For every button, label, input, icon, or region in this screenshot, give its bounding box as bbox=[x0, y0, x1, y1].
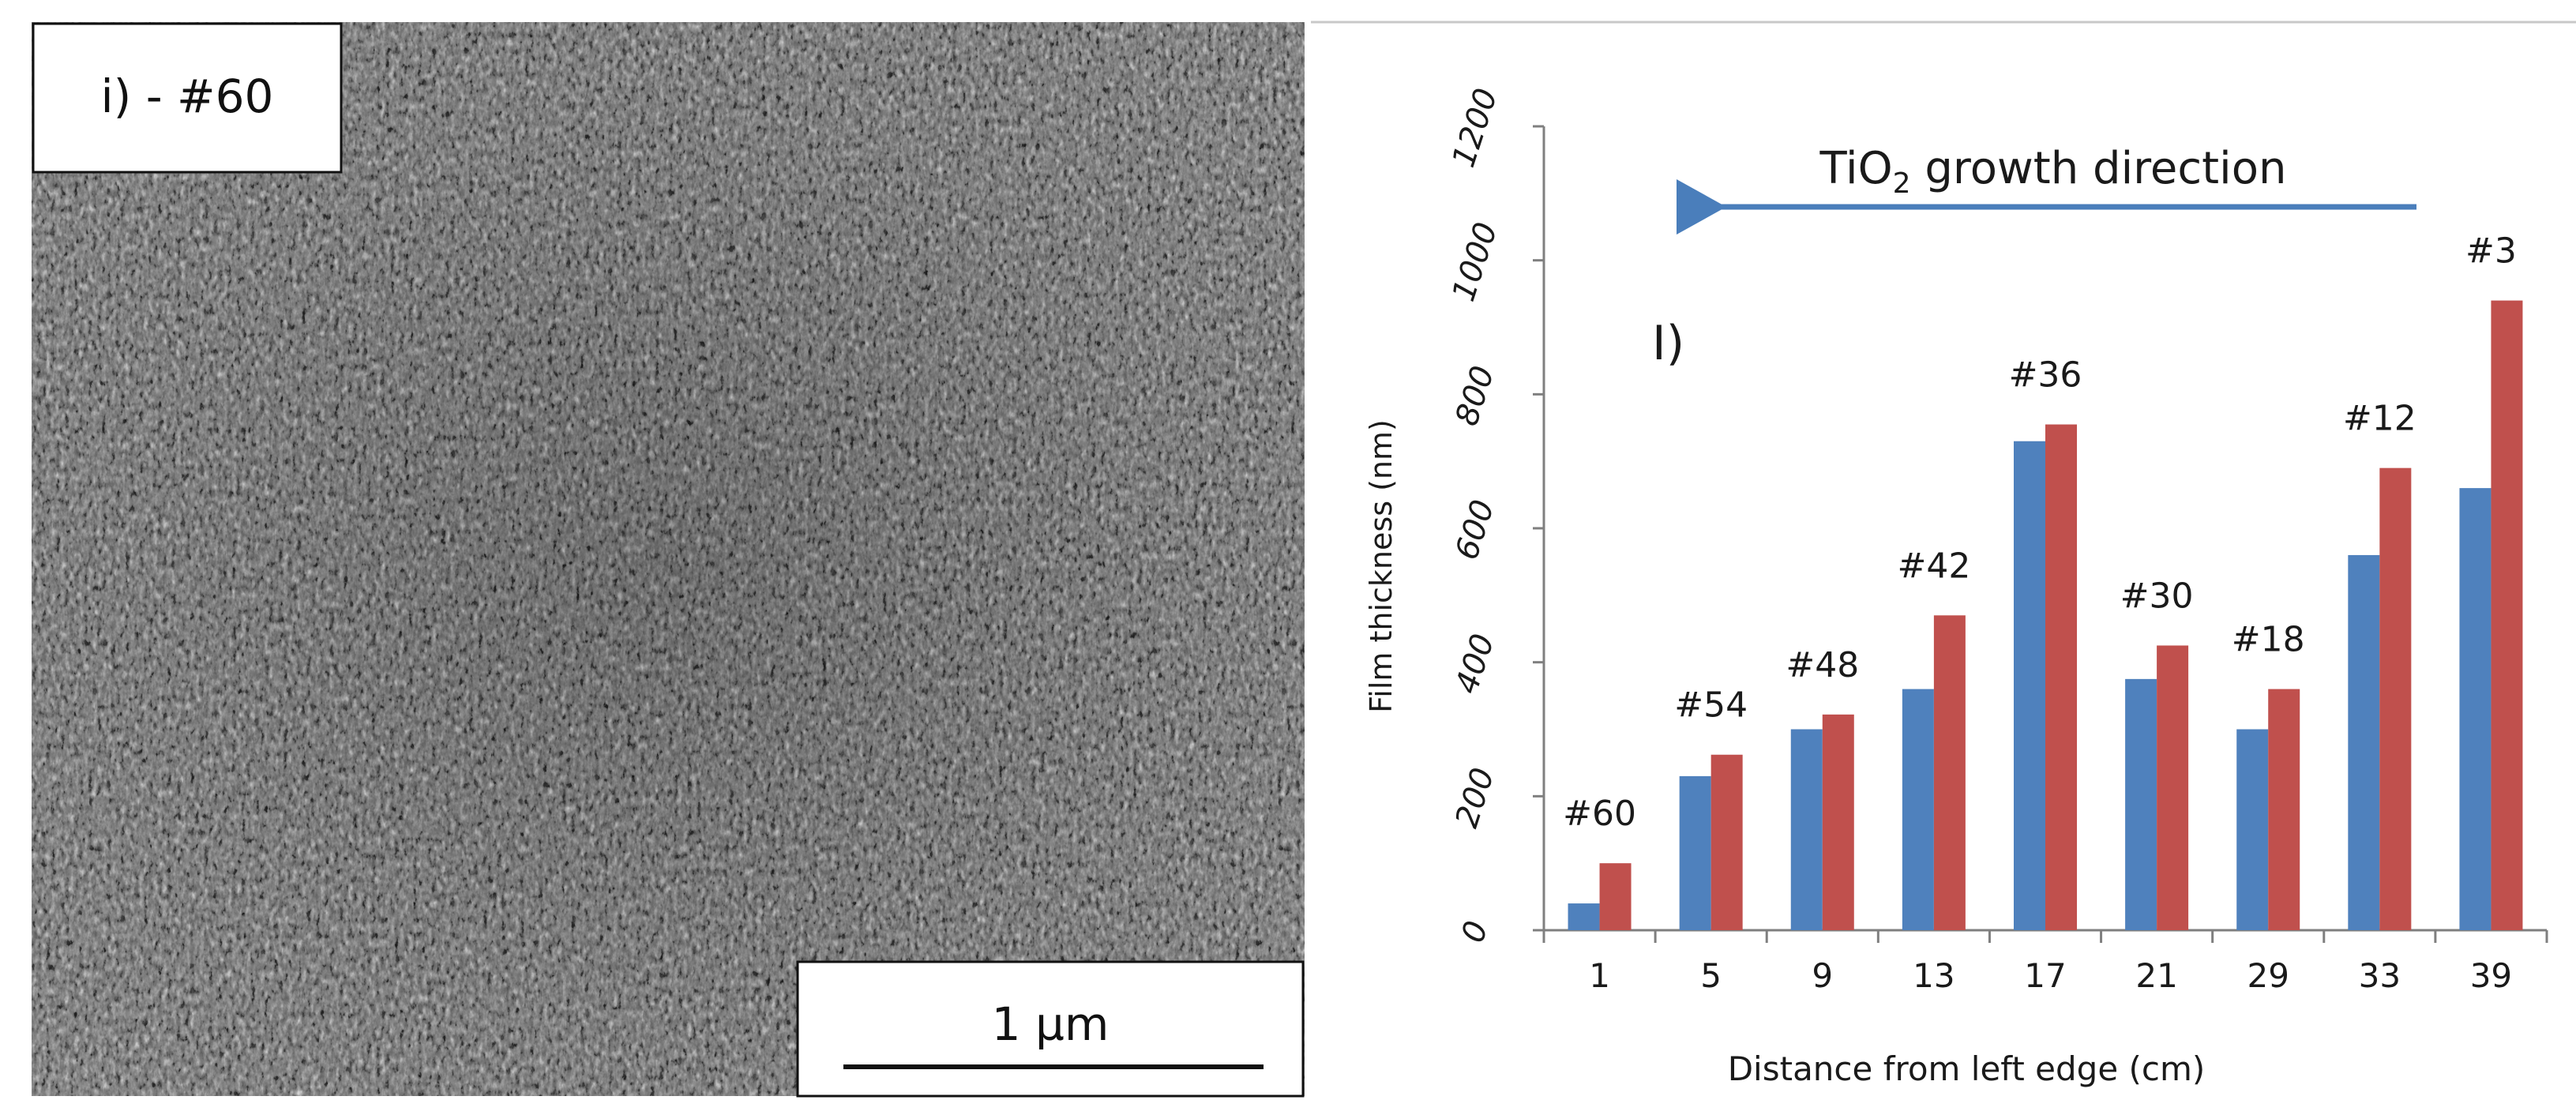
growth-direction-suffix: growth direction bbox=[1911, 143, 2287, 194]
y-tick-label: 800 bbox=[1448, 362, 1501, 430]
growth-direction-label: TiO2 growth direction bbox=[1819, 143, 2287, 200]
x-tick-label: 17 bbox=[2024, 956, 2066, 995]
sample-label: #18 bbox=[2232, 620, 2305, 660]
sample-label: #54 bbox=[1674, 685, 1748, 726]
bar-series-2 bbox=[2268, 689, 2300, 930]
sample-label: #42 bbox=[1897, 546, 1970, 586]
x-tick-label: 1 bbox=[1589, 956, 1610, 995]
x-axis-title: Distance from left edge (cm) bbox=[1728, 1049, 2206, 1088]
bar-series-1 bbox=[1679, 775, 1711, 930]
chart-panel-label: I) bbox=[1652, 316, 1684, 371]
x-axis: 1 5 9 13 17 21 29 33 39 bbox=[1542, 929, 2548, 995]
bar-series-1 bbox=[2014, 441, 2045, 930]
bar-series-1 bbox=[2459, 488, 2492, 930]
sample-labels: #60 #54 #48 #42 #36 #30 #18 #12 #3 bbox=[1563, 231, 2517, 835]
sample-label: #60 bbox=[1563, 794, 1636, 834]
scale-bar-label: 1 µm bbox=[992, 997, 1110, 1051]
y-tick-label: 1000 bbox=[1445, 218, 1504, 306]
bar-series-2 bbox=[2157, 645, 2189, 930]
scale-bar-box bbox=[796, 960, 1305, 1098]
growth-direction-annotation: TiO2 growth direction bbox=[1677, 143, 2416, 235]
x-tick-label: 21 bbox=[2135, 956, 2177, 995]
bar-series-2 bbox=[2491, 300, 2523, 931]
growth-direction-subscript: 2 bbox=[1893, 167, 1911, 200]
x-tick-label: 13 bbox=[1913, 956, 1955, 995]
sem-panel-label: i) - #60 bbox=[101, 69, 274, 123]
sample-label: #30 bbox=[2120, 576, 2194, 616]
bar-series-2 bbox=[1710, 754, 1743, 930]
y-tick-label: 0 bbox=[1455, 917, 1496, 947]
bar-series-1 bbox=[1902, 689, 1934, 930]
bar-series-2 bbox=[2045, 424, 2077, 930]
sem-shading bbox=[32, 22, 1305, 1096]
x-tick-label: 5 bbox=[1700, 956, 1722, 995]
y-axis-title: Film thickness (nm) bbox=[1364, 419, 1399, 713]
sample-label: #12 bbox=[2343, 399, 2416, 439]
sample-label: #3 bbox=[2465, 231, 2517, 272]
sem-image-panel: i) - #60 1 µm bbox=[32, 22, 1305, 1098]
chart-panel: 0 200 400 600 800 1000 1200 1 5 9 13 17 21 29 33 39 #6… bbox=[1364, 84, 2548, 1088]
y-tick-label: 400 bbox=[1448, 629, 1501, 698]
x-tick-label: 39 bbox=[2470, 956, 2512, 995]
bar-series-1 bbox=[2236, 729, 2269, 930]
growth-direction-prefix: TiO bbox=[1819, 143, 1893, 194]
y-axis: 0 200 400 600 800 1000 1200 bbox=[1445, 84, 1545, 947]
x-tick-label: 29 bbox=[2247, 956, 2289, 995]
sem-label-box bbox=[32, 22, 343, 174]
y-tick-label: 600 bbox=[1448, 496, 1501, 565]
bar-series-1 bbox=[1790, 729, 1823, 930]
bar-series-2 bbox=[1822, 714, 1854, 930]
bar-series-1 bbox=[2348, 554, 2380, 930]
bar-series-1 bbox=[2125, 678, 2157, 930]
x-tick-label: 9 bbox=[1812, 956, 1833, 995]
bars bbox=[1568, 300, 2523, 931]
bar-series-1 bbox=[1568, 903, 1600, 930]
bar-series-2 bbox=[2379, 467, 2412, 930]
sample-label: #36 bbox=[2009, 355, 2082, 396]
y-tick-label: 1200 bbox=[1445, 84, 1504, 171]
sample-label: #48 bbox=[1786, 645, 1859, 685]
bar-series-2 bbox=[1933, 615, 1966, 930]
bar-series-2 bbox=[1599, 863, 1632, 930]
y-tick-label: 200 bbox=[1448, 764, 1501, 832]
x-tick-label: 33 bbox=[2359, 956, 2401, 995]
